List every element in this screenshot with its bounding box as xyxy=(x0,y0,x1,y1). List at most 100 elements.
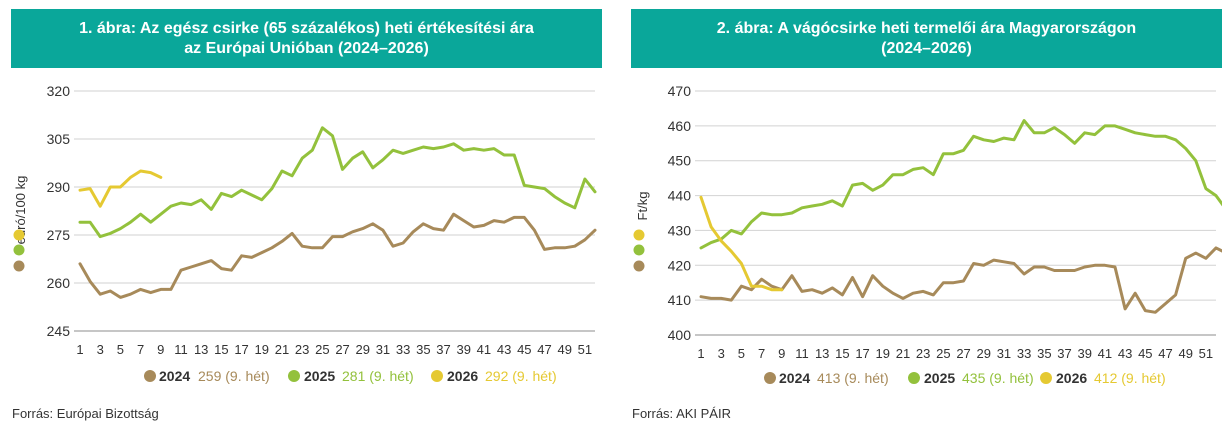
x-tick-label-2-45: 45 xyxy=(1138,346,1152,361)
series-line-2-2026 xyxy=(699,195,784,292)
x-tick-label-2-7: 7 xyxy=(758,346,765,361)
chart-title-1: 1. ábra: Az egész csirke (65 százalékos)… xyxy=(11,9,602,68)
x-tick-label-1-13: 13 xyxy=(194,342,208,357)
legend-note-1-2026: 292 (9. hét) xyxy=(485,368,557,384)
x-tick-label-1-1: 1 xyxy=(76,342,83,357)
x-tick-label-1-3: 3 xyxy=(97,342,104,357)
x-tick-label-2-15: 15 xyxy=(835,346,849,361)
chart-title-1-line-1: 1. ábra: Az egész csirke (65 százalékos)… xyxy=(79,19,534,37)
series-dot-2-2026 xyxy=(633,229,645,241)
x-tick-label-1-39: 39 xyxy=(456,342,470,357)
x-tick-label-1-45: 45 xyxy=(517,342,531,357)
legend-marker-2-2026 xyxy=(1040,372,1052,384)
legend-marker-2-2024 xyxy=(764,372,776,384)
x-tick-label-1-51: 51 xyxy=(578,342,592,357)
legend-year-2-2026: 2026 xyxy=(1056,370,1087,386)
x-tick-label-1-49: 49 xyxy=(557,342,571,357)
x-tick-label-1-5: 5 xyxy=(117,342,124,357)
y-tick-label-2-420: 420 xyxy=(668,257,692,273)
series-line-2-2025 xyxy=(699,119,1222,250)
legend-marker-1-2025 xyxy=(288,370,300,382)
x-tick-label-2-33: 33 xyxy=(1017,346,1031,361)
chart-title-1-line-2: az Európai Unióban (2024–2026) xyxy=(184,39,429,57)
x-tick-label-2-19: 19 xyxy=(876,346,890,361)
legend-year-2-2025: 2025 xyxy=(924,370,955,386)
x-tick-label-2-13: 13 xyxy=(815,346,829,361)
x-tick-label-2-27: 27 xyxy=(956,346,970,361)
y-tick-label-1-305: 305 xyxy=(47,131,71,147)
legend-marker-1-2026 xyxy=(431,370,443,382)
x-tick-label-1-23: 23 xyxy=(295,342,309,357)
y-tick-label-1-320: 320 xyxy=(47,83,71,99)
y-tick-label-2-400: 400 xyxy=(668,327,692,343)
y-tick-label-2-450: 450 xyxy=(668,153,692,169)
x-tick-label-2-37: 37 xyxy=(1057,346,1071,361)
legend-year-1-2024: 2024 xyxy=(159,368,190,384)
y-tick-label-1-245: 245 xyxy=(47,323,71,339)
source-note-2: Forrás: AKI PÁIR xyxy=(632,406,731,421)
x-tick-label-2-31: 31 xyxy=(997,346,1011,361)
x-tick-label-1-15: 15 xyxy=(214,342,228,357)
legend-marker-2-2025 xyxy=(908,372,920,384)
series-dot-1-2026 xyxy=(13,229,25,241)
series-dot-1-2025 xyxy=(13,244,25,256)
series-dot-1-2024 xyxy=(13,260,25,272)
x-tick-label-2-43: 43 xyxy=(1118,346,1132,361)
y-axis-label-1: euró/100 kg xyxy=(13,176,28,245)
source-note-1: Forrás: Európai Bizottság xyxy=(12,406,159,421)
y-tick-label-1-260: 260 xyxy=(47,275,71,291)
x-tick-label-1-25: 25 xyxy=(315,342,329,357)
x-tick-label-1-31: 31 xyxy=(376,342,390,357)
chart-title-2-line-1: 2. ábra: A vágócsirke heti termelői ára … xyxy=(716,19,1137,37)
x-tick-label-1-17: 17 xyxy=(234,342,248,357)
x-tick-label-1-29: 29 xyxy=(356,342,370,357)
x-tick-label-2-9: 9 xyxy=(778,346,785,361)
legend-note-2-2026: 412 (9. hét) xyxy=(1094,370,1166,386)
y-tick-label-2-440: 440 xyxy=(668,188,692,204)
chart-title-2: 2. ábra: A vágócsirke heti termelői ára … xyxy=(631,9,1222,68)
x-tick-label-2-25: 25 xyxy=(936,346,950,361)
legend-note-1-2025: 281 (9. hét) xyxy=(342,368,414,384)
x-tick-label-1-21: 21 xyxy=(275,342,289,357)
y-tick-label-2-430: 430 xyxy=(668,222,692,238)
legend-marker-1-2024 xyxy=(144,370,156,382)
chart-panel-1: 1. ábra: Az egész csirke (65 százalékos)… xyxy=(11,0,602,443)
series-dot-2-2025 xyxy=(633,244,645,256)
x-tick-label-2-51: 51 xyxy=(1199,346,1213,361)
x-tick-label-2-21: 21 xyxy=(896,346,910,361)
x-tick-label-2-5: 5 xyxy=(738,346,745,361)
y-tick-label-2-410: 410 xyxy=(668,292,692,308)
y-tick-label-1-290: 290 xyxy=(47,179,71,195)
x-tick-label-2-35: 35 xyxy=(1037,346,1051,361)
x-tick-label-1-11: 11 xyxy=(174,342,188,357)
y-axis-label-2: Ft/kg xyxy=(635,192,650,221)
chart-title-2-line-2: (2024–2026) xyxy=(881,39,972,57)
x-tick-label-1-41: 41 xyxy=(477,342,491,357)
series-dot-2-2024 xyxy=(633,260,645,272)
x-tick-label-1-47: 47 xyxy=(537,342,551,357)
x-tick-label-2-11: 11 xyxy=(795,346,809,361)
x-tick-label-2-29: 29 xyxy=(977,346,991,361)
legend-note-1-2024: 259 (9. hét) xyxy=(198,368,270,384)
x-tick-label-1-43: 43 xyxy=(497,342,511,357)
x-tick-label-1-19: 19 xyxy=(255,342,269,357)
chart-panel-2: 2. ábra: A vágócsirke heti termelői ára … xyxy=(631,0,1222,443)
x-tick-label-2-17: 17 xyxy=(855,346,869,361)
y-tick-label-2-460: 460 xyxy=(668,118,692,134)
series-line-2-2024 xyxy=(699,246,1222,314)
x-tick-label-1-7: 7 xyxy=(137,342,144,357)
y-tick-label-2-470: 470 xyxy=(668,83,692,99)
series-line-1-2025 xyxy=(78,126,597,239)
x-tick-label-1-27: 27 xyxy=(335,342,349,357)
y-tick-label-1-275: 275 xyxy=(47,227,71,243)
x-tick-label-2-41: 41 xyxy=(1098,346,1112,361)
x-tick-label-2-49: 49 xyxy=(1178,346,1192,361)
x-tick-label-2-47: 47 xyxy=(1158,346,1172,361)
legend-year-2-2024: 2024 xyxy=(779,370,810,386)
x-tick-label-2-1: 1 xyxy=(697,346,704,361)
series-line-1-2026 xyxy=(78,169,163,208)
x-tick-label-1-33: 33 xyxy=(396,342,410,357)
x-tick-label-1-35: 35 xyxy=(416,342,430,357)
legend-note-2-2024: 413 (9. hét) xyxy=(817,370,889,386)
